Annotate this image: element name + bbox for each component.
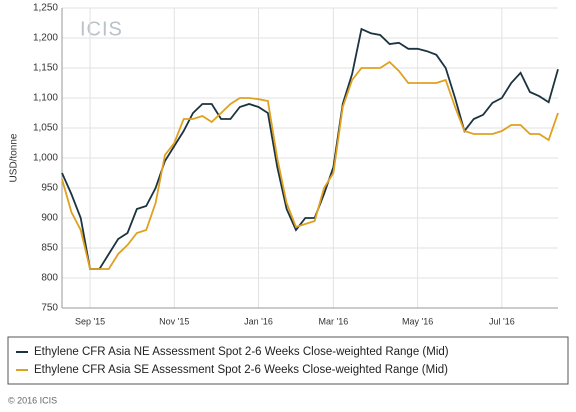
y-tick-label: 1,200 [33, 33, 58, 44]
footer: © 2016 ICIS [8, 395, 57, 405]
y-tick-label: 1,000 [33, 153, 58, 164]
x-tick-label: Nov '15 [159, 316, 189, 326]
x-tick-label: Sep '15 [75, 316, 105, 326]
x-tick-label: Mar '16 [319, 316, 349, 326]
series-line [61, 27, 559, 270]
y-tick-label: 1,150 [33, 63, 58, 74]
y-axis-label: USD/tonne [9, 133, 20, 182]
logo: ICIS [80, 18, 123, 40]
y-tick-label: 1,100 [33, 93, 58, 104]
series-line [61, 60, 559, 270]
y-tick-label: 850 [41, 243, 58, 254]
y-tick-label: 900 [41, 213, 58, 224]
y-tick-label: 800 [41, 273, 58, 284]
legend-box [7, 336, 569, 385]
y-tick-label: 950 [41, 183, 58, 194]
legend-label: Ethylene CFR Asia SE Assessment Spot 2-6… [34, 364, 448, 376]
x-tick-label: Jan '16 [244, 316, 273, 326]
x-tick-label: May '16 [402, 316, 433, 326]
legend-label: Ethylene CFR Asia NE Assessment Spot 2-6… [34, 346, 449, 358]
x-tick-label: Jul '16 [489, 316, 515, 326]
y-tick-label: 1,250 [33, 3, 58, 14]
y-tick-label: 750 [41, 303, 58, 314]
y-tick-label: 1,050 [33, 123, 58, 134]
